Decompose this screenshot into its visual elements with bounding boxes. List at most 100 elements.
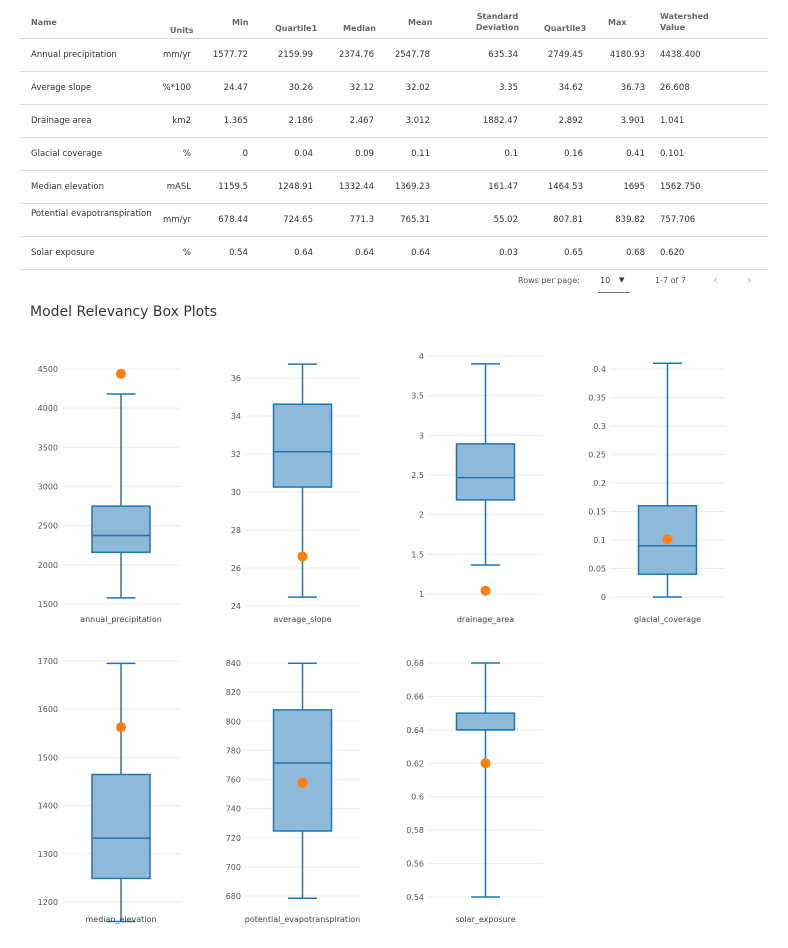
cell-name: Potential evapotranspiration bbox=[31, 209, 152, 219]
cell-min: 1577.72 bbox=[212, 50, 248, 60]
cell-median: 0.64 bbox=[355, 248, 374, 258]
y-tick-label: 0.58 bbox=[406, 826, 424, 835]
cell-quartile3: 807.81 bbox=[553, 215, 583, 225]
table-header: Name Units Min Quartile1 Median Mean Sta… bbox=[20, 0, 768, 39]
y-tick-label: 3 bbox=[419, 431, 424, 440]
y-tick-label: 3000 bbox=[38, 483, 58, 492]
y-tick-label: 780 bbox=[226, 746, 241, 755]
y-tick-label: 740 bbox=[226, 805, 241, 814]
cell-quartile3: 0.65 bbox=[564, 248, 583, 258]
col-mean[interactable]: Mean bbox=[408, 18, 433, 27]
cell-name: Solar exposure bbox=[31, 248, 95, 258]
page-title: Model Relevancy Box Plots bbox=[30, 304, 218, 320]
cell-min: 678.44 bbox=[218, 215, 248, 225]
y-tick-label: 36 bbox=[231, 374, 241, 383]
table-row[interactable]: Glacial coverage% 0 0.04 0.09 0.11 0.1 0.16 0.4… bbox=[20, 138, 768, 171]
y-tick-label: 0.1 bbox=[593, 536, 606, 545]
iqr-box[interactable] bbox=[91, 505, 151, 554]
y-tick-label: 30 bbox=[231, 488, 241, 497]
col-quartile1[interactable]: Quartile1 bbox=[275, 24, 318, 33]
cell-standard-deviation: 161.47 bbox=[488, 182, 518, 192]
cell-watershed-value: 1562.750 bbox=[660, 182, 701, 192]
y-tick-label: 0.05 bbox=[588, 565, 606, 574]
y-tick-label: 680 bbox=[226, 892, 241, 901]
cell-quartile1: 2159.99 bbox=[277, 50, 313, 60]
y-tick-label: 4 bbox=[419, 352, 424, 361]
x-axis-label: glacial_coverage bbox=[634, 615, 701, 624]
watershed-point[interactable] bbox=[297, 777, 308, 788]
col-median[interactable]: Median bbox=[343, 24, 376, 33]
cell-min: 0 bbox=[242, 149, 248, 159]
cell-max: 0.41 bbox=[626, 149, 645, 159]
cell-mean: 0.11 bbox=[411, 149, 430, 159]
watershed-point[interactable] bbox=[297, 551, 308, 562]
cell-mean: 0.64 bbox=[411, 248, 430, 258]
page-range: 1-7 of 7 bbox=[655, 276, 686, 285]
y-tick-label: 0.6 bbox=[411, 793, 424, 802]
y-tick-label: 820 bbox=[226, 688, 241, 697]
chevron-right-icon[interactable]: › bbox=[747, 273, 752, 287]
cell-quartile1: 30.26 bbox=[288, 83, 313, 93]
cell-median: 771.3 bbox=[349, 215, 374, 225]
cell-units: %*100 bbox=[162, 83, 191, 93]
iqr-box[interactable] bbox=[455, 712, 516, 731]
rows-per-page-select[interactable]: 10 ▼ bbox=[598, 271, 630, 293]
y-tick-label: 2000 bbox=[38, 561, 58, 570]
x-axis-label: average_slope bbox=[273, 615, 331, 624]
col-watershed[interactable]: Watershed Value bbox=[660, 12, 709, 32]
table-row[interactable]: Average slope %*100 24.47 30.26 32.12 32.02 3.… bbox=[20, 72, 768, 105]
cell-standard-deviation: 55.02 bbox=[493, 215, 518, 225]
y-tick-label: 3.5 bbox=[411, 392, 424, 401]
y-tick-label: 28 bbox=[231, 526, 241, 535]
watershed-point[interactable] bbox=[116, 368, 126, 379]
cell-name: Drainage area bbox=[31, 116, 92, 126]
table-row[interactable]: Median elevation mASL 1159.5 1248.91 1332.44… bbox=[20, 171, 768, 204]
col-quartile3[interactable]: Quartile3 bbox=[544, 24, 587, 33]
cell-standard-deviation: 0.1 bbox=[504, 149, 518, 159]
table-row[interactable]: Drainage area km2 1.365 2.186 2.467 3.012 1882… bbox=[20, 105, 768, 138]
cell-units: % bbox=[182, 248, 191, 258]
cell-max: 36.73 bbox=[620, 83, 645, 93]
cell-median: 1332.44 bbox=[338, 182, 374, 192]
chevron-left-icon[interactable]: ‹ bbox=[713, 273, 718, 287]
watershed-point[interactable] bbox=[662, 534, 673, 545]
cell-watershed-value: 26.608 bbox=[660, 83, 690, 93]
cell-watershed-value: 0.620 bbox=[660, 248, 685, 258]
y-tick-label: 0.35 bbox=[588, 394, 606, 403]
col-std[interactable]: Standard Deviation bbox=[475, 12, 520, 32]
y-tick-label: 0.3 bbox=[593, 422, 606, 431]
iqr-box[interactable] bbox=[272, 709, 333, 832]
y-tick-label: 1200 bbox=[38, 898, 58, 907]
cell-name: Annual precipitation bbox=[31, 50, 117, 60]
table-row[interactable]: Solar exposure% 0.54 0.64 0.64 0.64 0.03 0.65 0… bbox=[20, 237, 768, 270]
cell-units: km2 bbox=[172, 116, 191, 126]
rows-per-page-label: Rows per page: bbox=[518, 276, 580, 285]
table-row[interactable]: Annual precipitation mm/yr 1577.72 2159.99 2… bbox=[20, 39, 768, 72]
iqr-box[interactable] bbox=[91, 773, 151, 880]
cell-watershed-value: 4438.400 bbox=[660, 50, 701, 60]
cell-max: 1695 bbox=[623, 182, 645, 192]
iqr-box[interactable] bbox=[272, 403, 333, 488]
table-row[interactable]: Potential evapotranspiration mm/yr 678.44 7… bbox=[20, 204, 768, 237]
watershed-point[interactable] bbox=[480, 585, 491, 596]
y-tick-label: 4500 bbox=[38, 365, 58, 374]
col-name[interactable]: Name bbox=[31, 18, 57, 27]
col-max[interactable]: Max bbox=[608, 18, 627, 27]
watershed-point[interactable] bbox=[116, 722, 126, 733]
col-units[interactable]: Units bbox=[170, 26, 194, 35]
y-tick-label: 0.4 bbox=[593, 365, 606, 374]
y-tick-label: 1300 bbox=[38, 850, 58, 859]
x-axis-label: drainage_area bbox=[457, 615, 514, 624]
iqr-box[interactable] bbox=[455, 443, 516, 501]
cell-min: 24.47 bbox=[223, 83, 248, 93]
cell-watershed-value: 757.706 bbox=[660, 215, 696, 225]
y-tick-label: 700 bbox=[226, 863, 241, 872]
col-min[interactable]: Min bbox=[232, 18, 249, 27]
cell-standard-deviation: 1882.47 bbox=[482, 116, 518, 126]
pagination: Rows per page: 1-7 of 7 ‹ › bbox=[0, 270, 788, 294]
cell-watershed-value: 1.041 bbox=[660, 116, 685, 126]
cell-median: 2.467 bbox=[349, 116, 374, 126]
watershed-point[interactable] bbox=[480, 758, 491, 769]
y-tick-label: 0.2 bbox=[593, 479, 606, 488]
